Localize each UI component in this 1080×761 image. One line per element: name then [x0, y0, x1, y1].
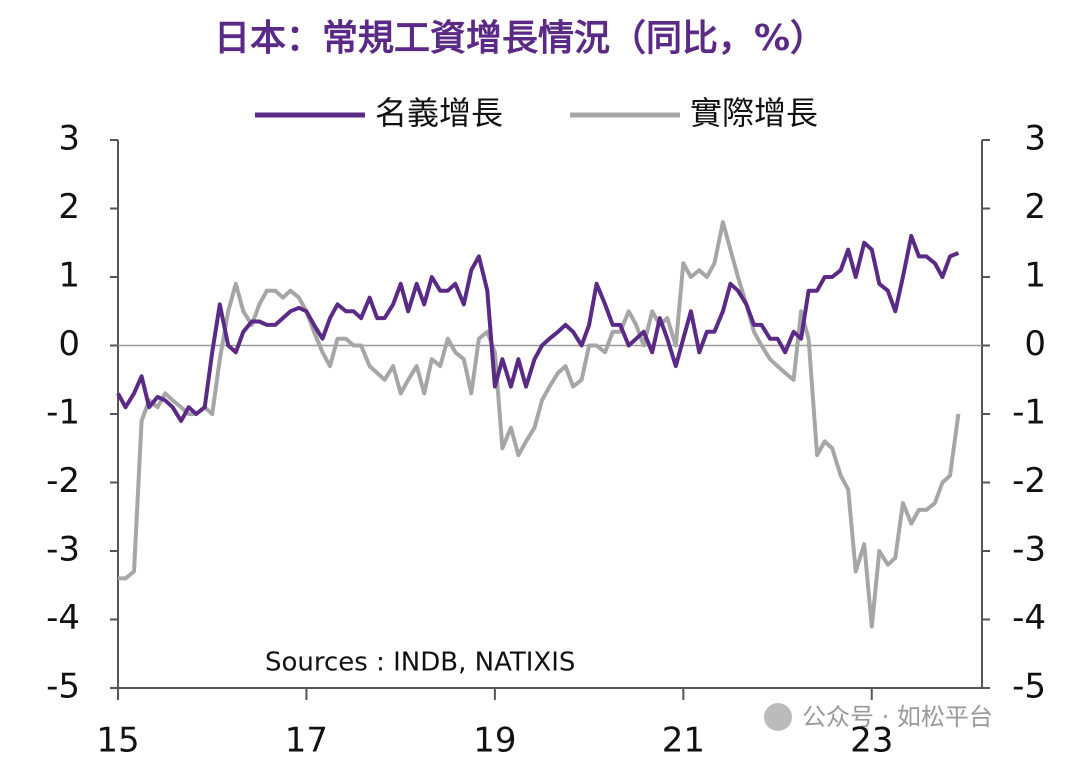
series-line — [118, 220, 961, 629]
y2-tick-label: -4 — [1012, 598, 1046, 638]
y-tick-label: -4 — [46, 598, 80, 638]
x-tick-label: 21 — [662, 721, 705, 761]
watermark-icon — [764, 703, 792, 731]
series-line — [116, 233, 960, 423]
y2-tick-label: 2 — [1024, 187, 1046, 227]
chart-title: 日本：常規工資增長情況（同比，%） — [214, 18, 826, 59]
y2-tick-label: 0 — [1024, 324, 1046, 364]
watermark: 公众号 · 如松平台 — [802, 703, 993, 731]
y-tick-label: -5 — [46, 667, 80, 707]
y-tick-label: 2 — [58, 187, 80, 227]
legend-label: 名義增長 — [375, 94, 503, 132]
y-tick-label: -1 — [46, 393, 80, 433]
x-tick-label: 23 — [850, 721, 893, 761]
x-tick-label: 15 — [96, 721, 139, 761]
y2-tick-label: -3 — [1012, 530, 1046, 570]
x-tick-label: 17 — [285, 721, 328, 761]
source-note: Sources : INDB, NATIXIS — [265, 648, 575, 678]
y-tick-label: -2 — [46, 461, 80, 501]
x-tick-label: 19 — [473, 721, 516, 761]
y2-tick-label: -5 — [1012, 667, 1046, 707]
legend-label: 實際增長 — [690, 94, 818, 132]
y2-tick-label: 3 — [1024, 119, 1046, 159]
y-tick-label: 1 — [58, 256, 80, 296]
y2-tick-label: -2 — [1012, 461, 1046, 501]
y-tick-label: -3 — [46, 530, 80, 570]
y-tick-label: 0 — [58, 324, 80, 364]
y2-tick-label: -1 — [1012, 393, 1046, 433]
y2-tick-label: 1 — [1024, 256, 1046, 296]
y-tick-label: 3 — [58, 119, 80, 159]
